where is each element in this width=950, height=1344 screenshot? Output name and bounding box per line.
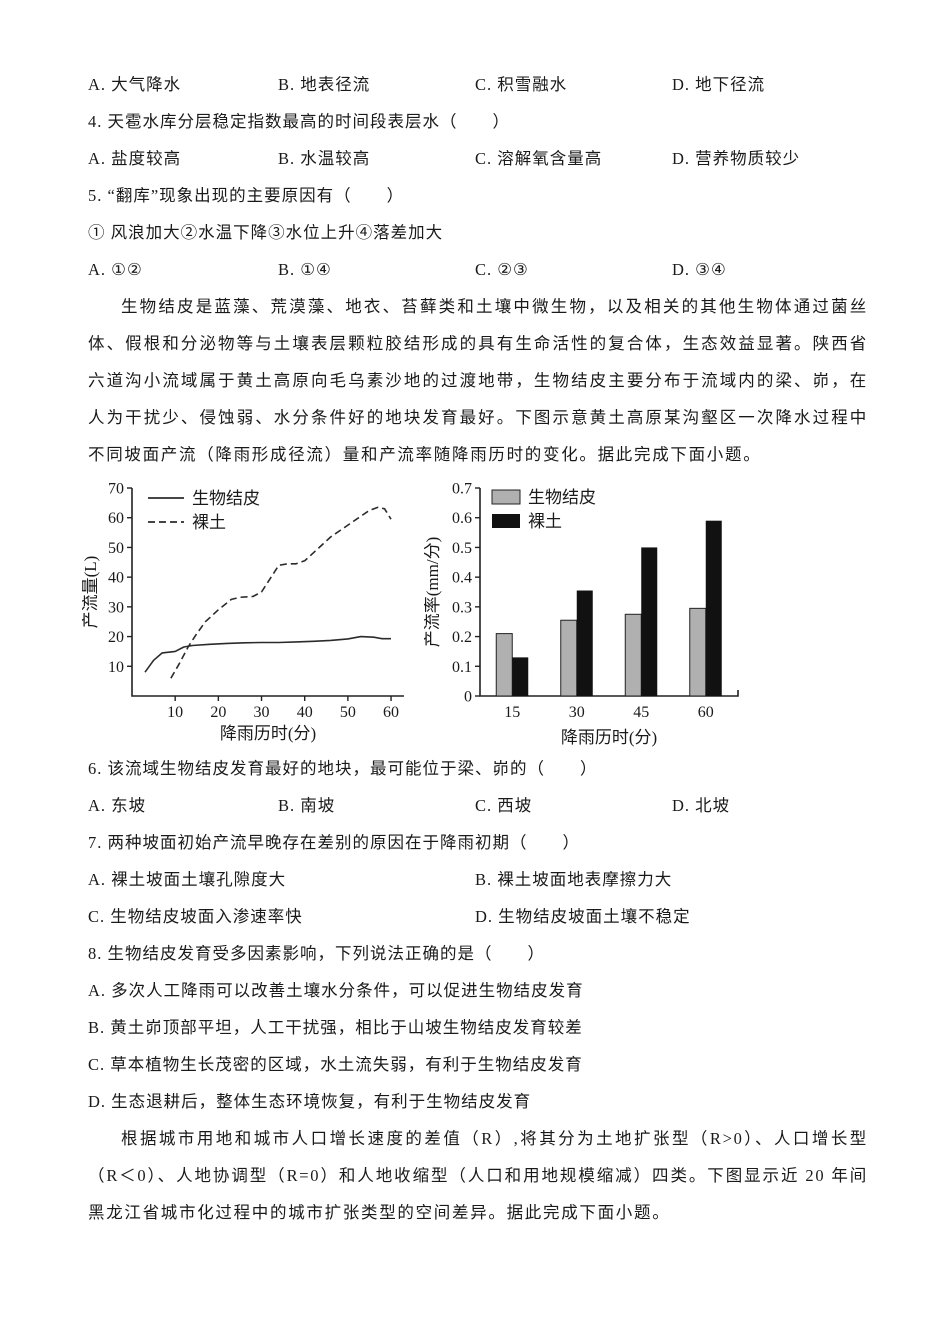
svg-text:降雨历时(分): 降雨历时(分)	[561, 728, 657, 747]
figure-row: 10 20 30 40 50 60 70 10 20 30 40 50 60 降雨历时(分) 产流量(L) 生…	[82, 476, 868, 750]
svg-text:10: 10	[108, 659, 124, 676]
question-4-text: 4. 天雹水库分层稳定指数最高的时间段表层水（ ）	[88, 112, 510, 131]
svg-text:50: 50	[340, 704, 356, 721]
passage-urban-expansion: 根据城市用地和城市人口增长速度的差值（R）,将其分为土地扩张型（R>0）、人口增…	[88, 1129, 868, 1222]
svg-text:60: 60	[108, 510, 124, 527]
svg-text:生物结皮: 生物结皮	[192, 489, 260, 508]
svg-text:10: 10	[167, 704, 183, 721]
svg-text:生物结皮: 生物结皮	[528, 488, 596, 507]
question-6-text: 6. 该流域生物结皮发育最好的地块，最可能位于梁、峁的（ ）	[88, 759, 598, 778]
q3-option-b: B. 地表径流	[278, 75, 371, 94]
svg-text:裸土: 裸土	[192, 513, 226, 532]
passage-biocrust: 生物结皮是蓝藻、荒漠藻、地衣、苔藓类和土壤中微生物，以及相关的其他生物体通过菌丝…	[88, 297, 868, 464]
question-5-text: 5. “翻库”现象出现的主要原因有（ ）	[88, 186, 405, 205]
q3-option-a: A. 大气降水	[88, 75, 182, 94]
q5-numbered-items: ① 风浪加大②水温下降③水位上升④落差加大	[88, 223, 444, 242]
q8-option-b: B. 黄土峁顶部平坦，人工干扰强，相比于山坡生物结皮发育较差	[88, 1018, 583, 1037]
svg-text:0: 0	[464, 689, 472, 706]
q4-option-a: A. 盐度较高	[88, 149, 182, 168]
svg-text:0.7: 0.7	[452, 481, 472, 498]
svg-text:60: 60	[383, 704, 399, 721]
q6-option-a: A. 东坡	[88, 796, 147, 815]
svg-text:15: 15	[504, 704, 520, 721]
q4-option-d: D. 营养物质较少	[672, 149, 801, 168]
svg-text:0.5: 0.5	[452, 540, 472, 557]
svg-text:产流率(mm/分): 产流率(mm/分)	[424, 537, 442, 648]
q3-option-c: C. 积雪融水	[475, 75, 568, 94]
svg-text:30: 30	[108, 599, 124, 616]
q7-option-a: A. 裸土坡面土壤孔隙度大	[88, 870, 287, 889]
q7-option-c: C. 生物结皮坡面入渗速率快	[88, 907, 303, 926]
svg-text:30: 30	[569, 704, 585, 721]
svg-text:0.1: 0.1	[452, 659, 472, 676]
q7-option-b: B. 裸土坡面地表摩擦力大	[475, 870, 673, 889]
q5-option-b: B. ①④	[278, 260, 332, 279]
svg-text:降雨历时(分): 降雨历时(分)	[220, 724, 316, 743]
q5-option-d: D. ③④	[672, 260, 727, 279]
svg-text:20: 20	[210, 704, 226, 721]
svg-text:45: 45	[633, 704, 649, 721]
q8-option-c: C. 草本植物生长茂密的区域，水土流失弱，有利于生物结皮发育	[88, 1055, 583, 1074]
svg-text:产流量(L): 产流量(L)	[82, 556, 100, 629]
svg-text:40: 40	[297, 704, 313, 721]
q5-option-c: C. ②③	[475, 260, 529, 279]
q5-options-row: A. ①② B. ①④ C. ②③ D. ③④	[88, 251, 868, 288]
q8-option-d: D. 生态退耕后，整体生态环境恢复，有利于生物结皮发育	[88, 1092, 532, 1111]
runoff-rate-bar-chart: 0 0.1 0.2 0.3 0.4 0.5 0.6 0.7 15 30 45 60 降雨历时(分) 产流率…	[424, 481, 739, 747]
svg-text:70: 70	[108, 481, 124, 498]
q7-option-d: D. 生物结皮坡面土壤不稳定	[475, 907, 691, 926]
svg-text:0.2: 0.2	[452, 629, 472, 646]
q5-option-a: A. ①②	[88, 260, 143, 279]
svg-text:40: 40	[108, 570, 124, 587]
q3-option-d: D. 地下径流	[672, 75, 766, 94]
svg-text:裸土: 裸土	[528, 512, 562, 531]
q6-option-b: B. 南坡	[278, 796, 336, 815]
q7-options-row-cd: C. 生物结皮坡面入渗速率快 D. 生物结皮坡面土壤不稳定	[88, 898, 868, 935]
q4-options-row: A. 盐度较高 B. 水温较高 C. 溶解氧含量高 D. 营养物质较少	[88, 140, 868, 177]
svg-text:60: 60	[698, 704, 714, 721]
q8-option-a: A. 多次人工降雨可以改善土壤水分条件，可以促进生物结皮发育	[88, 981, 584, 1000]
q7-options-row-ab: A. 裸土坡面土壤孔隙度大 B. 裸土坡面地表摩擦力大	[88, 861, 868, 898]
svg-text:0.3: 0.3	[452, 599, 472, 616]
q6-option-d: D. 北坡	[672, 796, 731, 815]
runoff-volume-line-chart: 10 20 30 40 50 60 70 10 20 30 40 50 60 降雨历时(分) 产流量(L) 生…	[82, 481, 404, 743]
q4-option-c: C. 溶解氧含量高	[475, 149, 603, 168]
svg-text:20: 20	[108, 629, 124, 646]
question-7-text: 7. 两种坡面初始产流早晚存在差别的原因在于降雨初期（ ）	[88, 833, 580, 852]
svg-text:30: 30	[254, 704, 270, 721]
q4-option-b: B. 水温较高	[278, 149, 371, 168]
q6-option-c: C. 西坡	[475, 796, 533, 815]
question-8-text: 8. 生物结皮发育受多因素影响，下列说法正确的是（ ）	[88, 944, 545, 963]
svg-text:0.4: 0.4	[452, 570, 472, 587]
q3-options-row: A. 大气降水 B. 地表径流 C. 积雪融水 D. 地下径流	[88, 66, 868, 103]
svg-text:0.6: 0.6	[452, 510, 472, 527]
svg-text:50: 50	[108, 540, 124, 557]
q6-options-row: A. 东坡 B. 南坡 C. 西坡 D. 北坡	[88, 787, 868, 824]
